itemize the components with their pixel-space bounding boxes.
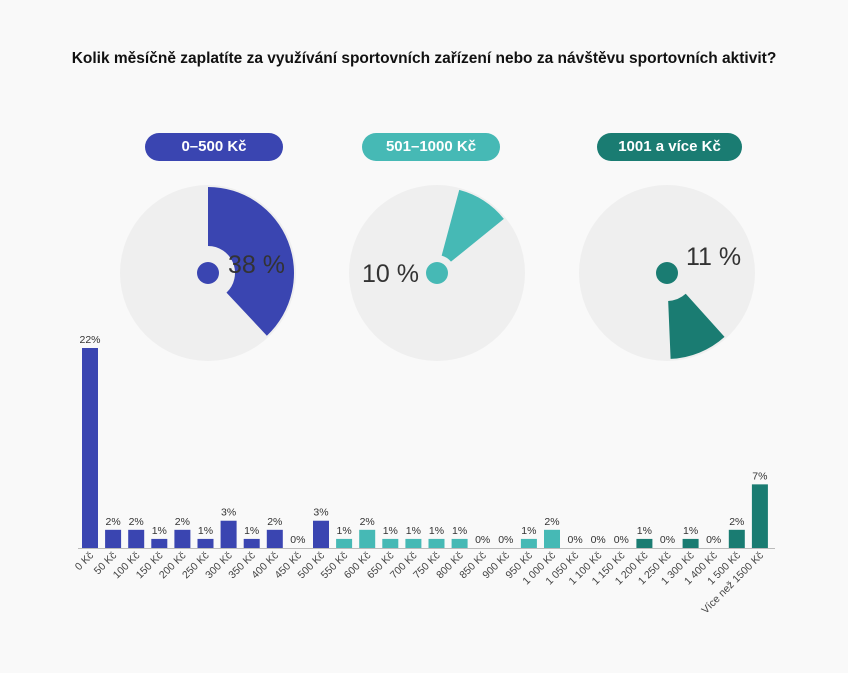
gauge-sector-1 (441, 189, 504, 262)
bar-12 (359, 529, 376, 548)
bar-28 (728, 529, 745, 548)
bar-value-label-9: 0% (290, 534, 305, 546)
bar-value-label-13: 1% (383, 525, 398, 537)
bar-value-label-29: 7% (752, 470, 767, 482)
bar-14 (405, 538, 422, 548)
bar-value-label-6: 3% (221, 507, 236, 519)
bar-value-label-28: 2% (729, 516, 744, 528)
bar-11 (336, 538, 353, 548)
gauge-sector-2 (668, 293, 725, 359)
gauge-percent-label-2: 11 % (686, 243, 741, 271)
gauge-center-dot-0 (197, 262, 219, 284)
bar-8 (266, 529, 283, 548)
bar-value-label-19: 1% (521, 525, 536, 537)
bar-value-label-21: 0% (568, 534, 583, 546)
bar-value-label-7: 1% (244, 525, 259, 537)
bar-value-label-14: 1% (406, 525, 421, 537)
bar-6 (220, 520, 237, 548)
group-pill-0-500: 0–500 Kč (145, 133, 283, 161)
bar-value-label-24: 1% (637, 525, 652, 537)
gauge-percent-label-0: 38 % (228, 251, 285, 279)
bar-value-label-3: 1% (152, 525, 167, 537)
gauge-sector-0 (208, 187, 294, 336)
bar-value-label-20: 2% (544, 516, 559, 528)
bar-0 (82, 348, 98, 548)
bar-3 (151, 538, 168, 548)
bar-value-label-26: 1% (683, 525, 698, 537)
bar-5 (197, 538, 214, 548)
bar-1 (105, 529, 122, 548)
bar-24 (636, 538, 653, 548)
bar-13 (382, 538, 399, 548)
bar-7 (243, 538, 260, 548)
bar-4 (174, 529, 191, 548)
gauge-center-dot-2 (656, 262, 678, 284)
bar-15 (428, 538, 445, 548)
bar-value-label-15: 1% (429, 525, 444, 537)
bar-value-label-23: 0% (614, 534, 629, 546)
bar-value-label-18: 0% (498, 534, 513, 546)
bar-value-label-11: 1% (337, 525, 352, 537)
bar-value-label-10: 3% (313, 507, 328, 519)
bar-value-label-4: 2% (175, 516, 190, 528)
group-pill-501-1000: 501–1000 Kč (362, 133, 500, 161)
bar-value-label-27: 0% (706, 534, 721, 546)
bar-19 (520, 538, 537, 548)
gauge-center-dot-1 (426, 262, 448, 284)
bar-value-label-1: 2% (106, 516, 121, 528)
bar-2 (128, 529, 145, 548)
bar-10 (313, 520, 329, 548)
bar-value-label-12: 2% (360, 516, 375, 528)
bar-29 (751, 484, 768, 548)
gauge-percent-label-1: 10 % (362, 260, 419, 288)
bar-value-label-0: 22% (79, 334, 100, 346)
group-pill-1001-plus: 1001 a více Kč (597, 133, 742, 161)
bar-value-label-5: 1% (198, 525, 213, 537)
bar-16 (451, 538, 468, 548)
bar-26 (682, 538, 699, 548)
bar-value-label-8: 2% (267, 516, 282, 528)
bar-value-label-16: 1% (452, 525, 467, 537)
chart-title: Kolik měsíčně zaplatíte za využívání spo… (71, 50, 777, 67)
bar-value-label-2: 2% (129, 516, 144, 528)
bar-value-label-25: 0% (660, 534, 675, 546)
bar-20 (544, 529, 560, 548)
bar-value-label-22: 0% (591, 534, 606, 546)
bar-value-label-17: 0% (475, 534, 490, 546)
